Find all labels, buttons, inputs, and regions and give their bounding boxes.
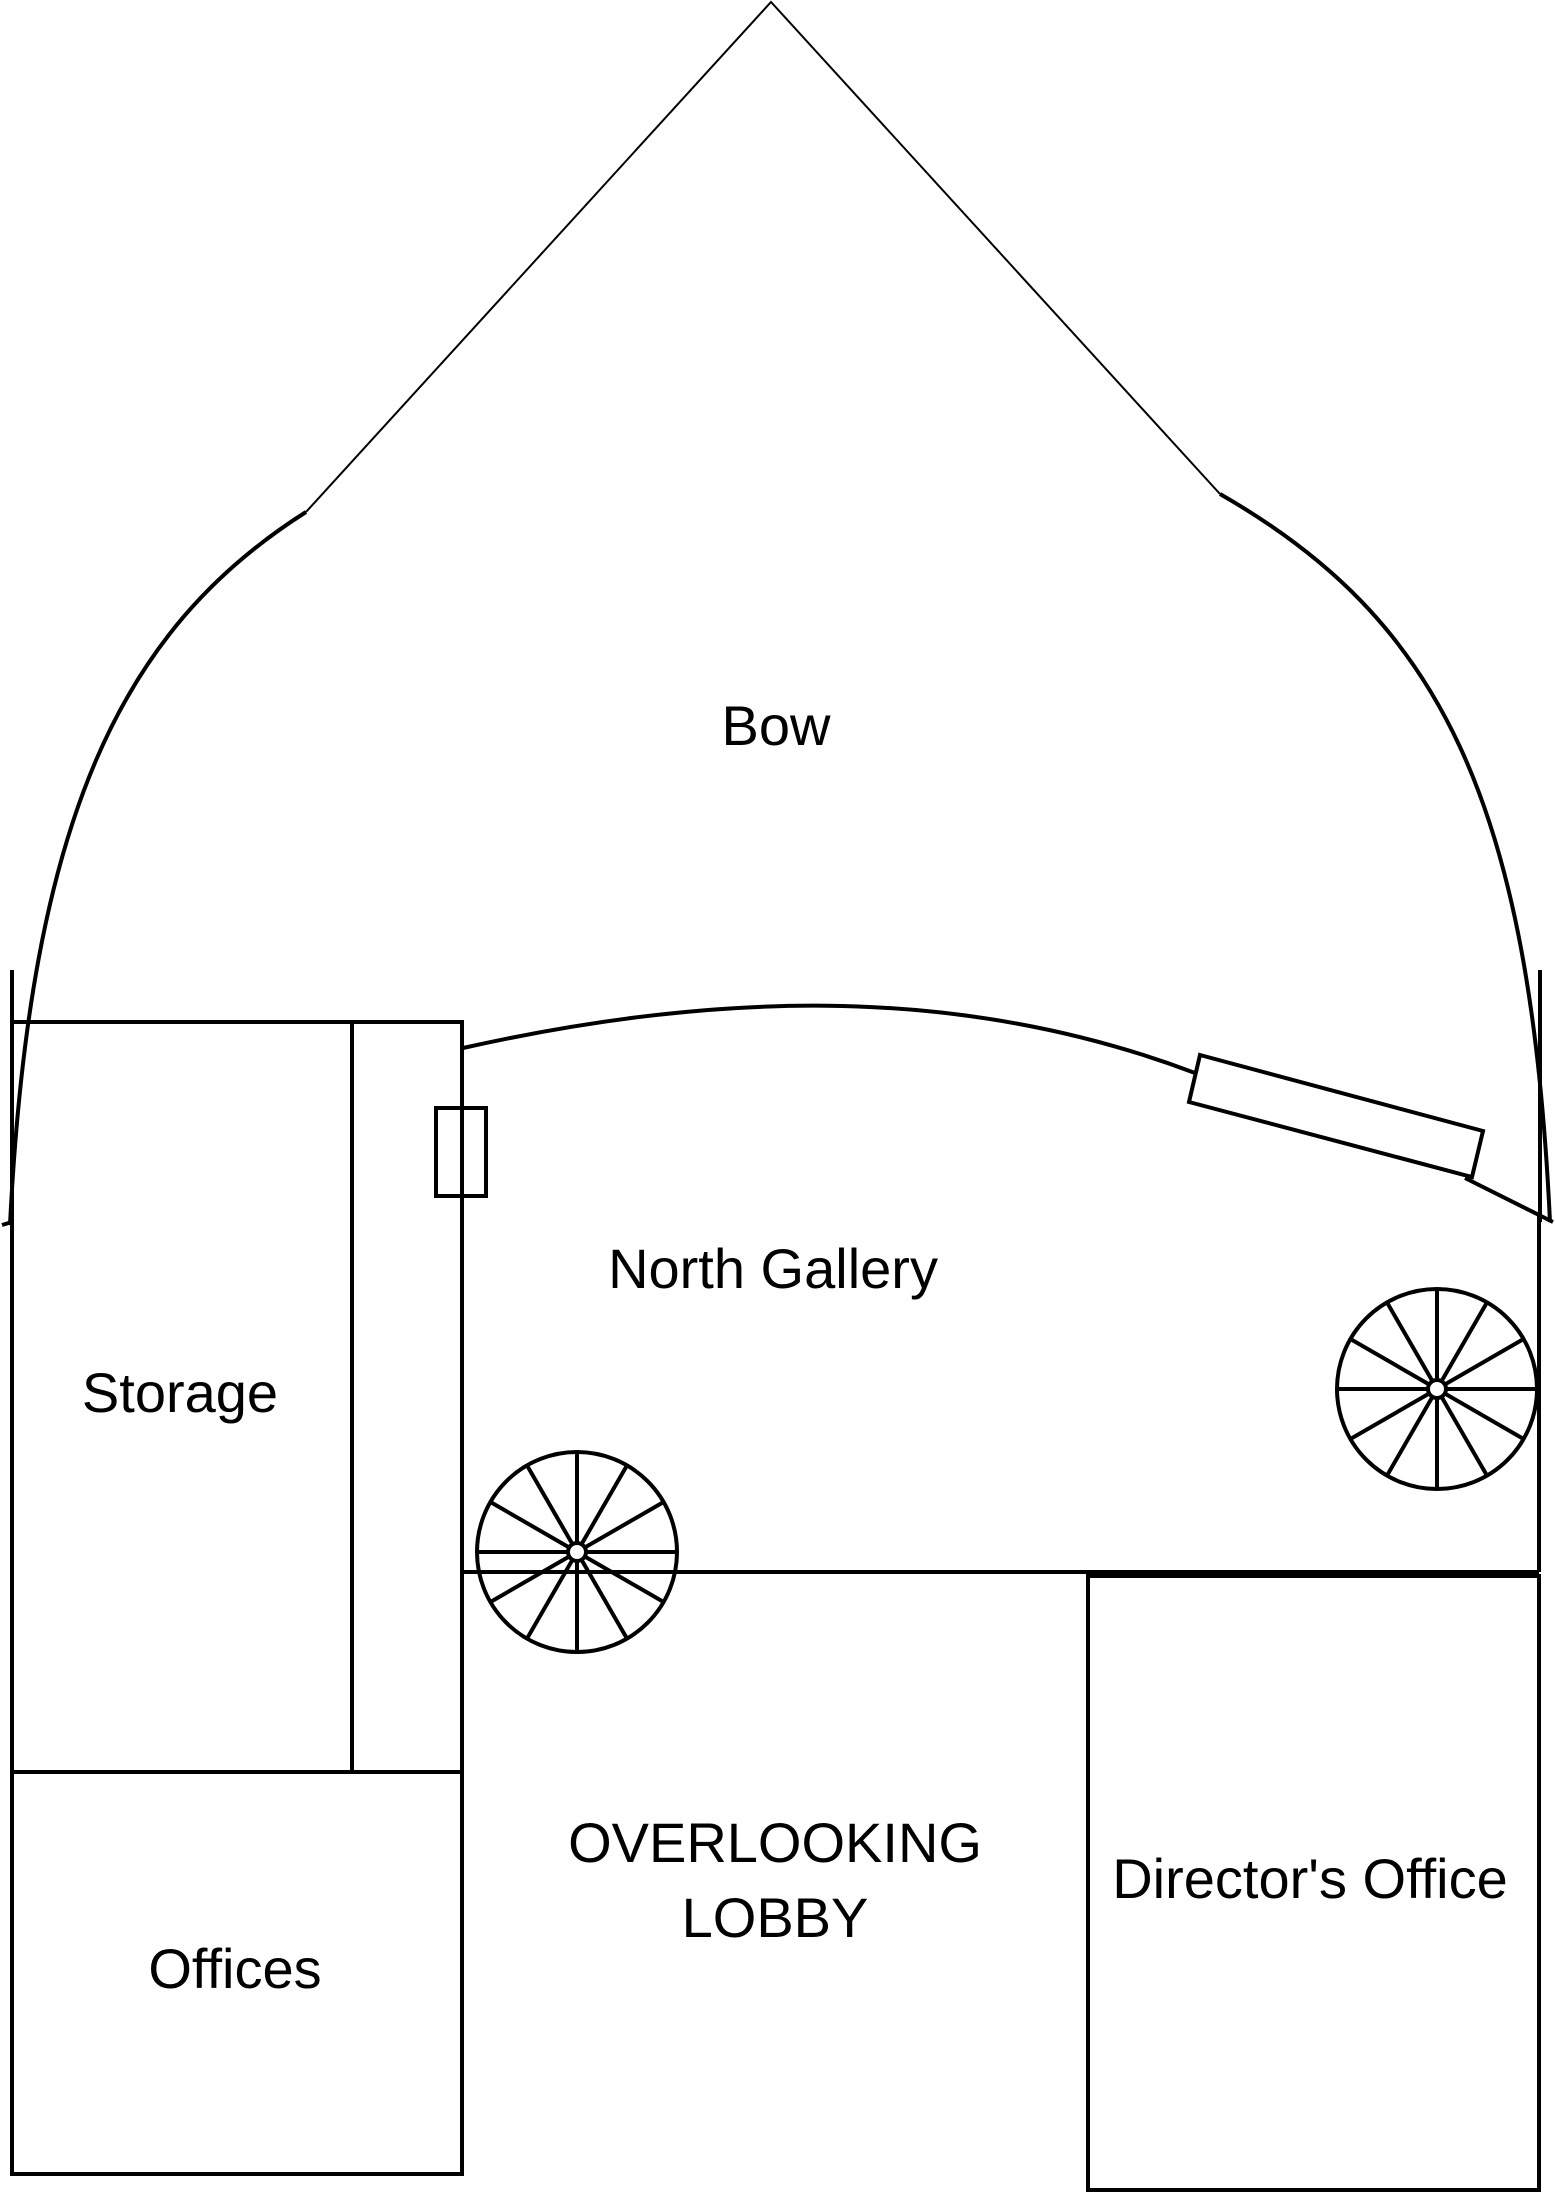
staircase-step xyxy=(1385,1395,1435,1477)
room-label-offices: Offices xyxy=(148,1937,321,2000)
gallery-corner-wall xyxy=(1464,1176,1554,1224)
staircase-center-post xyxy=(1426,1378,1448,1400)
staircase-step xyxy=(583,1500,665,1550)
staircase-step xyxy=(1349,1337,1431,1387)
gallery-window xyxy=(1186,1052,1486,1180)
staircase-step xyxy=(525,1558,575,1640)
room-label-north-gallery: North Gallery xyxy=(608,1237,938,1300)
staircase-step xyxy=(1439,1395,1489,1477)
room-label-storage: Storage xyxy=(82,1361,278,1424)
door-marker xyxy=(434,1106,488,1198)
staircase-step xyxy=(489,1500,571,1550)
spiral-staircase-left xyxy=(475,1450,679,1654)
staircase-step xyxy=(489,1554,571,1604)
room-label-directors-office: Director's Office xyxy=(1112,1847,1508,1910)
bow-peak-outline xyxy=(305,0,1221,513)
staircase-step xyxy=(579,1464,629,1546)
staircase-step xyxy=(583,1554,665,1604)
directors-office-room xyxy=(1086,1574,1541,2192)
staircase-center-post xyxy=(566,1541,588,1563)
staircase-step xyxy=(1385,1301,1435,1383)
bow-outer-curve-right xyxy=(1219,492,1552,1223)
staircase-step xyxy=(579,1558,629,1640)
storage-corridor xyxy=(350,1020,464,1774)
room-label-overlooking-lobby-line2: LOBBY xyxy=(682,1886,869,1949)
room-label-bow: Bow xyxy=(722,694,831,757)
room-label-overlooking-lobby-line1: OVERLOOKING xyxy=(568,1811,982,1874)
offices-room xyxy=(10,1770,464,2176)
bow-outer-curve xyxy=(8,510,308,1226)
spiral-staircase-right xyxy=(1335,1287,1539,1491)
staircase-step xyxy=(1443,1391,1525,1441)
staircase-step xyxy=(1439,1301,1489,1383)
staircase-step xyxy=(1349,1391,1431,1441)
staircase-step xyxy=(525,1464,575,1546)
north-gallery-arc xyxy=(462,1003,1196,1075)
staircase-step xyxy=(1443,1337,1525,1387)
